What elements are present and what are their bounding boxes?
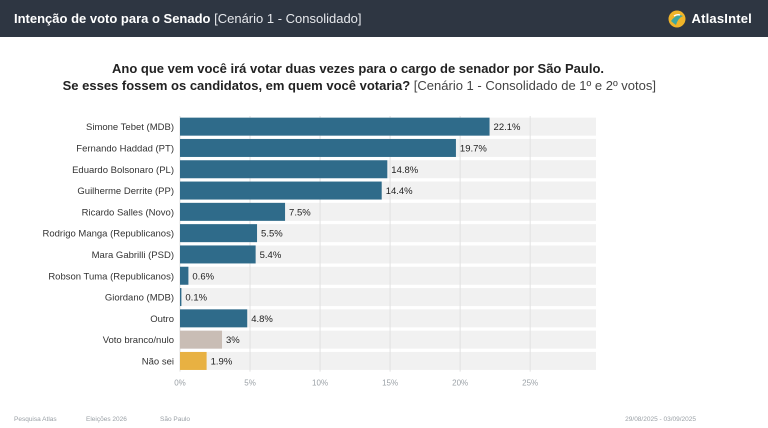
bar (180, 245, 256, 264)
bar (180, 351, 207, 370)
brand-name: AtlasIntel (691, 11, 752, 26)
question-line-2: Se esses fossem os candidatos, em quem v… (63, 78, 656, 93)
question-line-2-bold: Se esses fossem os candidatos, em quem v… (62, 78, 411, 93)
data-label: 19.7% (460, 143, 487, 154)
page-title-main: Intenção de voto para o Senado (14, 11, 211, 26)
category-label: Mara Gabrilli (PSD) (92, 250, 174, 261)
bar (180, 181, 382, 200)
bar (180, 138, 456, 157)
page-title: Intenção de voto para o Senado [Cenário … (14, 0, 362, 37)
x-tick-label: 25% (522, 379, 538, 388)
data-label: 5.4% (260, 250, 282, 261)
footer-date-range: 29/08/2025 - 03/09/2025 (625, 416, 696, 423)
x-tick-label: 15% (382, 379, 398, 388)
bar-track (180, 245, 596, 264)
bar (180, 266, 189, 285)
x-tick-label: 5% (244, 379, 256, 388)
x-tick-label: 0% (174, 379, 186, 388)
category-label: Eduardo Bolsonaro (PL) (72, 165, 174, 176)
bar (180, 224, 258, 243)
bar (180, 160, 388, 179)
footer-survey: Pesquisa Atlas (14, 416, 57, 423)
bar-track (180, 288, 596, 307)
bar (180, 330, 223, 349)
bar-track (180, 224, 596, 243)
data-label: 1.9% (211, 356, 233, 367)
data-label: 22.1% (494, 122, 521, 133)
data-label: 3% (226, 335, 240, 346)
bar (180, 202, 286, 221)
footer-election: Eleições 2026 (86, 416, 127, 423)
data-label: 0.1% (185, 293, 207, 304)
data-label: 0.6% (192, 271, 214, 282)
bar-track (180, 351, 596, 370)
data-label: 14.8% (391, 165, 418, 176)
bar-track (180, 330, 596, 349)
question-line-1: Ano que vem você irá votar duas vezes pa… (112, 61, 604, 76)
category-label: Robson Tuma (Republicanos) (48, 271, 174, 282)
bar (180, 117, 490, 136)
category-label: Fernando Haddad (PT) (76, 143, 174, 154)
data-label: 4.8% (251, 314, 273, 325)
atlasintel-logo-icon (668, 10, 686, 27)
data-label: 5.5% (261, 229, 283, 240)
category-label: Voto branco/nulo (103, 335, 174, 346)
atlasintel-logo: AtlasIntel (668, 8, 752, 29)
category-label: Rodrigo Manga (Republicanos) (43, 229, 175, 240)
category-label: Guilherme Derrite (PP) (77, 186, 174, 197)
x-tick-label: 20% (452, 379, 468, 388)
bar-track (180, 309, 596, 328)
data-label: 7.5% (289, 207, 311, 218)
bar (180, 309, 248, 328)
bar-track (180, 266, 596, 285)
page-title-scenario: [Cenário 1 - Consolidado] (214, 11, 362, 26)
x-tick-label: 10% (312, 379, 328, 388)
category-label: Outro (150, 314, 174, 325)
category-label: Não sei (142, 356, 174, 367)
header-bar: Intenção de voto para o Senado [Cenário … (0, 0, 768, 37)
footer-location: São Paulo (160, 416, 190, 423)
data-label: 14.4% (386, 186, 413, 197)
category-label: Giordano (MDB) (105, 293, 174, 304)
category-label: Ricardo Salles (Novo) (82, 207, 174, 218)
category-label: Simone Tebet (MDB) (86, 122, 174, 133)
bar (180, 288, 182, 307)
question-line-2-scenario: [Cenário 1 - Consolidado de 1º e 2º voto… (413, 78, 656, 93)
